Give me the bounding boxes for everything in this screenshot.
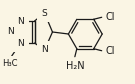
Text: S: S: [42, 8, 47, 17]
Text: Cl: Cl: [106, 46, 115, 56]
Text: N: N: [7, 27, 14, 37]
Text: N: N: [41, 46, 48, 55]
Text: H₃C: H₃C: [2, 59, 17, 68]
Text: N: N: [17, 38, 24, 47]
Text: Cl: Cl: [106, 12, 115, 22]
Text: N: N: [17, 16, 24, 26]
Text: H₂N: H₂N: [65, 61, 84, 71]
